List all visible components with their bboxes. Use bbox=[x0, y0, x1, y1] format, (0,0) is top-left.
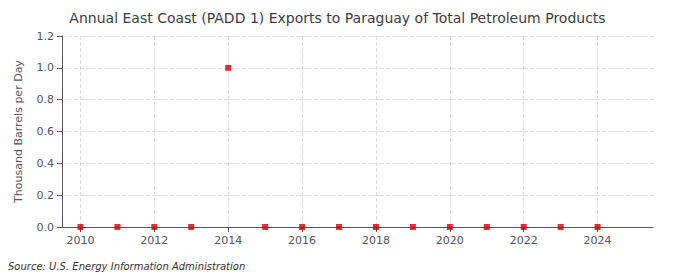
svg-text:Annual East Coast (PADD 1) Exp: Annual East Coast (PADD 1) Exports to Pa… bbox=[69, 10, 605, 26]
svg-text:1.2: 1.2 bbox=[37, 30, 55, 43]
svg-text:2016: 2016 bbox=[288, 234, 316, 247]
svg-text:0.4: 0.4 bbox=[37, 157, 55, 170]
svg-text:2014: 2014 bbox=[214, 234, 242, 247]
svg-text:0.2: 0.2 bbox=[37, 189, 55, 202]
svg-text:Thousand Barrels per Day: Thousand Barrels per Day bbox=[12, 60, 25, 204]
svg-text:Source: U.S. Energy Informatio: Source: U.S. Energy Information Administ… bbox=[8, 261, 245, 272]
svg-text:2012: 2012 bbox=[140, 234, 168, 247]
svg-text:2010: 2010 bbox=[66, 234, 94, 247]
svg-text:2018: 2018 bbox=[362, 234, 390, 247]
svg-text:0.0: 0.0 bbox=[37, 221, 55, 234]
svg-text:2020: 2020 bbox=[436, 234, 464, 247]
svg-text:0.6: 0.6 bbox=[37, 125, 55, 138]
svg-text:0.8: 0.8 bbox=[37, 93, 55, 106]
svg-text:2024: 2024 bbox=[584, 234, 612, 247]
svg-text:2022: 2022 bbox=[510, 234, 538, 247]
svg-text:1.0: 1.0 bbox=[37, 61, 55, 74]
